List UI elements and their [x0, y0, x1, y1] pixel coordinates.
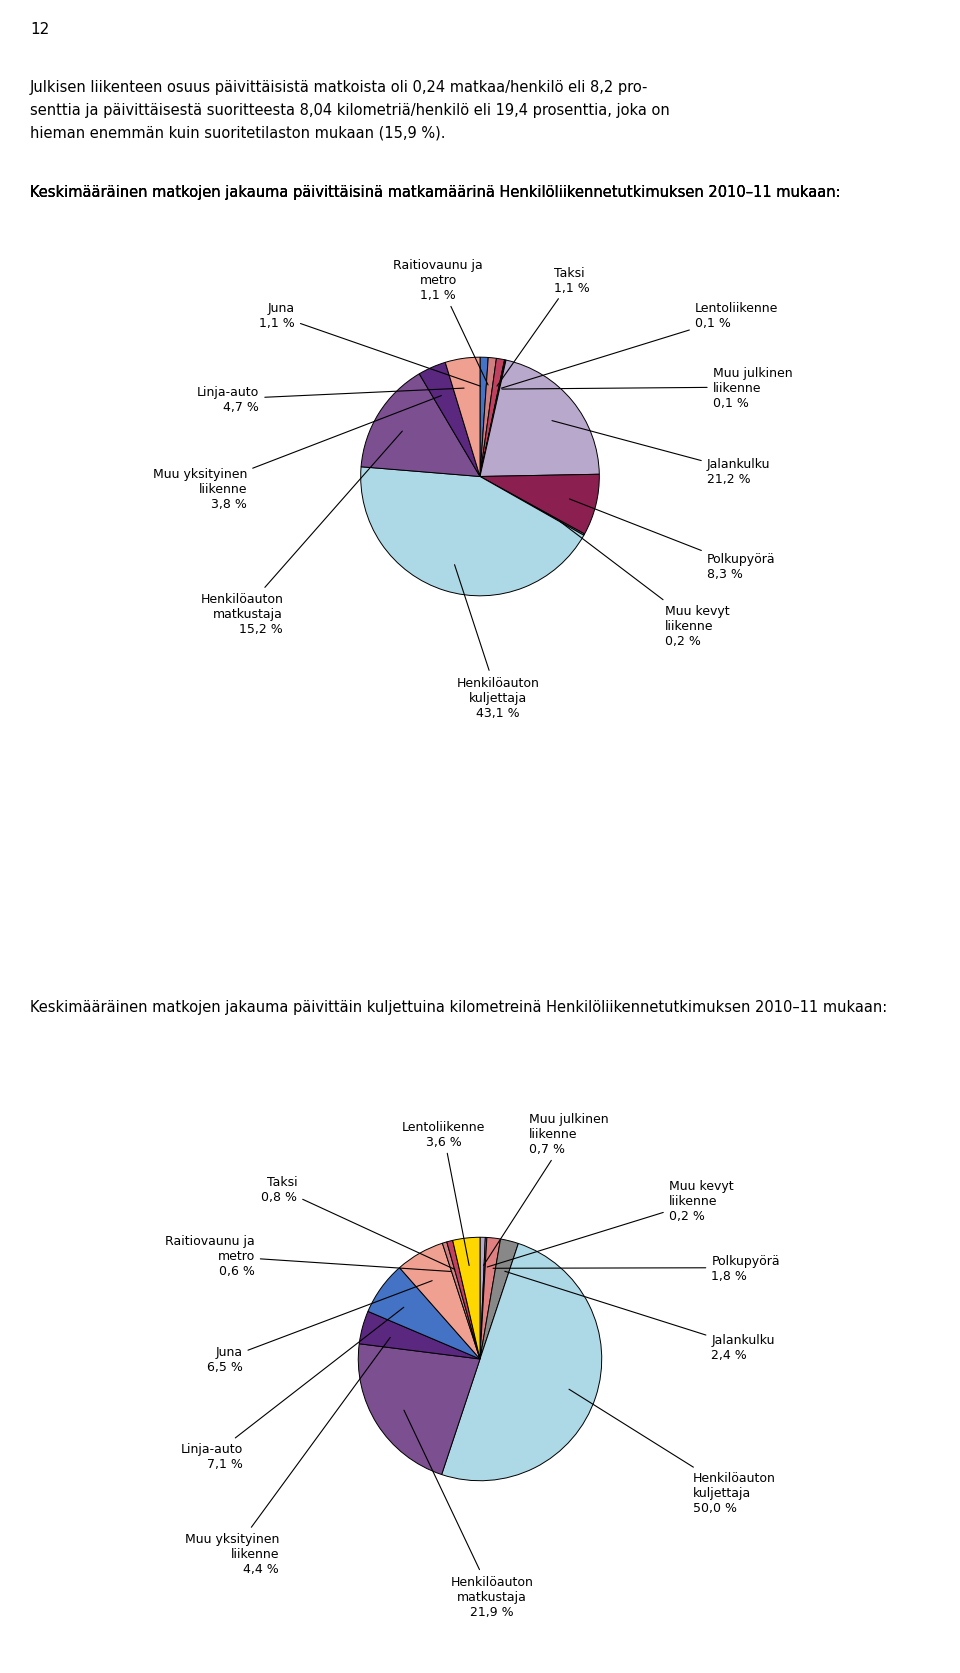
Text: Polkupyörä
8,3 %: Polkupyörä 8,3 % — [569, 500, 776, 581]
Text: 12: 12 — [30, 22, 49, 37]
Text: Jalankulku
2,4 %: Jalankulku 2,4 % — [505, 1271, 775, 1362]
Wedge shape — [443, 1241, 480, 1358]
Text: senttia ja päivittäisestä suoritteesta 8,04 kilometriä/henkilö eli 19,4 prosentt: senttia ja päivittäisestä suoritteesta 8… — [30, 104, 670, 117]
Text: Juna
1,1 %: Juna 1,1 % — [259, 303, 480, 386]
Wedge shape — [480, 475, 599, 535]
Text: Muu yksityinen
liikenne
4,4 %: Muu yksityinen liikenne 4,4 % — [184, 1338, 390, 1576]
Wedge shape — [480, 360, 505, 477]
Wedge shape — [453, 1238, 480, 1358]
Text: Muu julkinen
liikenne
0,1 %: Muu julkinen liikenne 0,1 % — [502, 366, 792, 410]
Wedge shape — [480, 358, 496, 477]
Wedge shape — [445, 358, 480, 477]
Text: Juna
6,5 %: Juna 6,5 % — [206, 1282, 432, 1374]
Text: Keskimääräinen matkojen jakauma päivittäin kuljettuina kilometreinä Henkilöliike: Keskimääräinen matkojen jakauma päivittä… — [30, 999, 887, 1014]
Wedge shape — [480, 361, 506, 477]
Text: Henkilöauton
matkustaja
15,2 %: Henkilöauton matkustaja 15,2 % — [201, 432, 402, 636]
Wedge shape — [361, 467, 584, 597]
Text: Lentoliikenne
0,1 %: Lentoliikenne 0,1 % — [501, 303, 779, 388]
Text: Linja-auto
4,7 %: Linja-auto 4,7 % — [197, 386, 464, 413]
Wedge shape — [480, 361, 599, 477]
Text: Polkupyörä
1,8 %: Polkupyörä 1,8 % — [493, 1255, 780, 1282]
Wedge shape — [399, 1243, 480, 1358]
Text: Raitiovaunu ja
metro
1,1 %: Raitiovaunu ja metro 1,1 % — [394, 259, 488, 386]
Wedge shape — [368, 1268, 480, 1358]
Text: Henkilöauton
kuljettaja
43,1 %: Henkilöauton kuljettaja 43,1 % — [454, 565, 540, 719]
Text: Linja-auto
7,1 %: Linja-auto 7,1 % — [180, 1308, 404, 1471]
Text: Henkilöauton
matkustaja
21,9 %: Henkilöauton matkustaja 21,9 % — [404, 1410, 534, 1618]
Text: Jalankulku
21,2 %: Jalankulku 21,2 % — [552, 422, 770, 485]
Wedge shape — [480, 358, 489, 477]
Wedge shape — [446, 1241, 480, 1358]
Wedge shape — [361, 375, 480, 477]
Text: Taksi
1,1 %: Taksi 1,1 % — [497, 266, 589, 386]
Text: Henkilöauton
kuljettaja
50,0 %: Henkilöauton kuljettaja 50,0 % — [569, 1389, 776, 1514]
Wedge shape — [480, 1238, 486, 1358]
Wedge shape — [480, 360, 505, 477]
Text: Keskimääräinen matkojen jakauma päivittäisinä matkamäärinä Henkilöliikennetutkim: Keskimääräinen matkojen jakauma päivittä… — [30, 186, 841, 199]
Text: Lentoliikenne
3,6 %: Lentoliikenne 3,6 % — [402, 1121, 485, 1266]
Wedge shape — [480, 1240, 518, 1358]
Text: Taksi
0,8 %: Taksi 0,8 % — [261, 1174, 455, 1270]
Wedge shape — [359, 1312, 480, 1358]
Wedge shape — [480, 477, 585, 535]
Wedge shape — [480, 1238, 500, 1358]
Text: Muu kevyt
liikenne
0,2 %: Muu kevyt liikenne 0,2 % — [488, 1179, 733, 1266]
Text: Keskimääräinen matkojen jakauma päivittäisinä matkamäärinä Henkilöliikenne​tutki: Keskimääräinen matkojen jakauma päivittä… — [30, 186, 841, 199]
Text: Muu yksityinen
liikenne
3,8 %: Muu yksityinen liikenne 3,8 % — [153, 397, 442, 510]
Wedge shape — [480, 1238, 487, 1358]
Text: Raitiovaunu ja
metro
0,6 %: Raitiovaunu ja metro 0,6 % — [165, 1235, 450, 1276]
Wedge shape — [420, 363, 480, 477]
Text: hieman enemmän kuin suoritetilaston mukaan (15,9 %).: hieman enemmän kuin suoritetilaston muka… — [30, 125, 445, 141]
Wedge shape — [442, 1243, 602, 1481]
Wedge shape — [358, 1343, 480, 1474]
Text: Muu kevyt
liikenne
0,2 %: Muu kevyt liikenne 0,2 % — [561, 522, 730, 647]
Text: Julkisen liikenteen osuus päivittäisistä matkoista oli 0,24 matkaa/henkilö eli 8: Julkisen liikenteen osuus päivittäisistä… — [30, 80, 648, 95]
Text: Muu julkinen
liikenne
0,7 %: Muu julkinen liikenne 0,7 % — [484, 1113, 609, 1266]
Text: Keskimääräinen matkojen jakauma päivittäisinä matkamäärinä Henkilöliikennetutkim: Keskimääräinen matkojen jakauma päivittä… — [30, 186, 841, 199]
